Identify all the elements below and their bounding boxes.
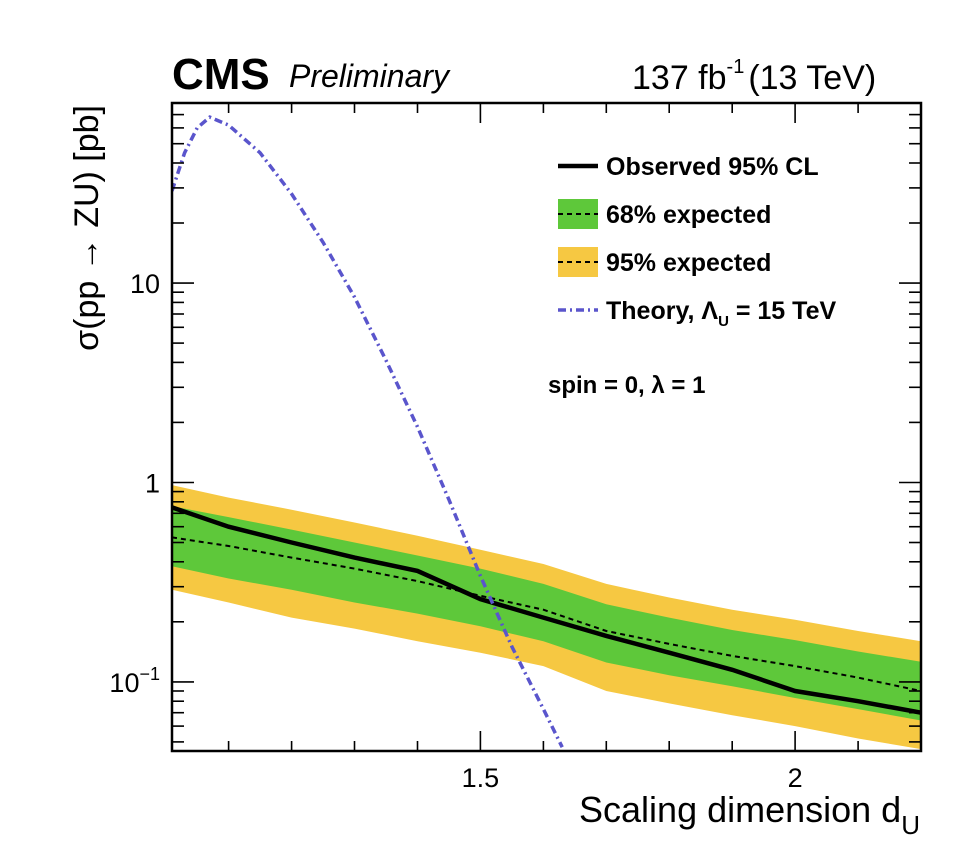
luminosity-label: 137 fb-1 (13 TeV)	[632, 56, 876, 98]
x-axis-title: Scaling dimension dU	[579, 789, 920, 840]
y-tick-label-base: 10	[109, 668, 139, 698]
observed-limit-line	[172, 505, 921, 715]
y-tick-label: 10	[130, 269, 160, 299]
legend-label-theory: Theory, ΛU = 15 TeV	[606, 297, 836, 330]
legend: Observed 95% CL 68% expected 95% expected T…	[558, 153, 836, 330]
status-label: Preliminary	[289, 58, 450, 94]
y-tick-label-exponent: −1	[139, 664, 160, 684]
legend-label-band95: 95% expected	[606, 249, 771, 277]
legend-label-text: Theory, Λ	[606, 297, 718, 325]
legend-label-text: Observed 95% CL	[606, 153, 819, 181]
energy-label: (13 TeV)	[748, 59, 877, 97]
legend-label-text: 68% expected	[606, 201, 771, 229]
axis-ticks	[172, 102, 922, 751]
y-tick-label: 1	[145, 469, 160, 499]
theory-curve	[172, 115, 564, 748]
params-annotation: spin = 0, λ = 1	[548, 372, 705, 399]
plot-frame	[170, 101, 923, 753]
y-tick-label: 10−1	[109, 664, 160, 698]
legend-label-band68: 68% expected	[606, 201, 771, 229]
x-tick-label: 2	[788, 763, 803, 793]
lumi-exponent: -1	[726, 56, 745, 78]
y-tick-label-base: 1	[145, 469, 160, 499]
x-axis-title-sub: U	[901, 810, 920, 840]
y-axis-title: σ(pp → ZU) [pb]	[68, 105, 106, 351]
experiment-label: CMS	[172, 50, 270, 99]
legend-label-tail: = 15 TeV	[729, 297, 837, 325]
x-axis-title-main: Scaling dimension d	[579, 789, 901, 830]
x-tick-label: 1.5	[462, 763, 500, 793]
expected-median-line	[172, 536, 921, 692]
y-tick-label-base: 10	[130, 269, 160, 299]
legend-label-observed: Observed 95% CL	[606, 153, 819, 181]
series-lines	[172, 115, 921, 748]
legend-label-subscript: U	[718, 313, 729, 330]
lumi-value: 137 fb	[632, 59, 727, 97]
legend-label-text: 95% expected	[606, 249, 771, 277]
